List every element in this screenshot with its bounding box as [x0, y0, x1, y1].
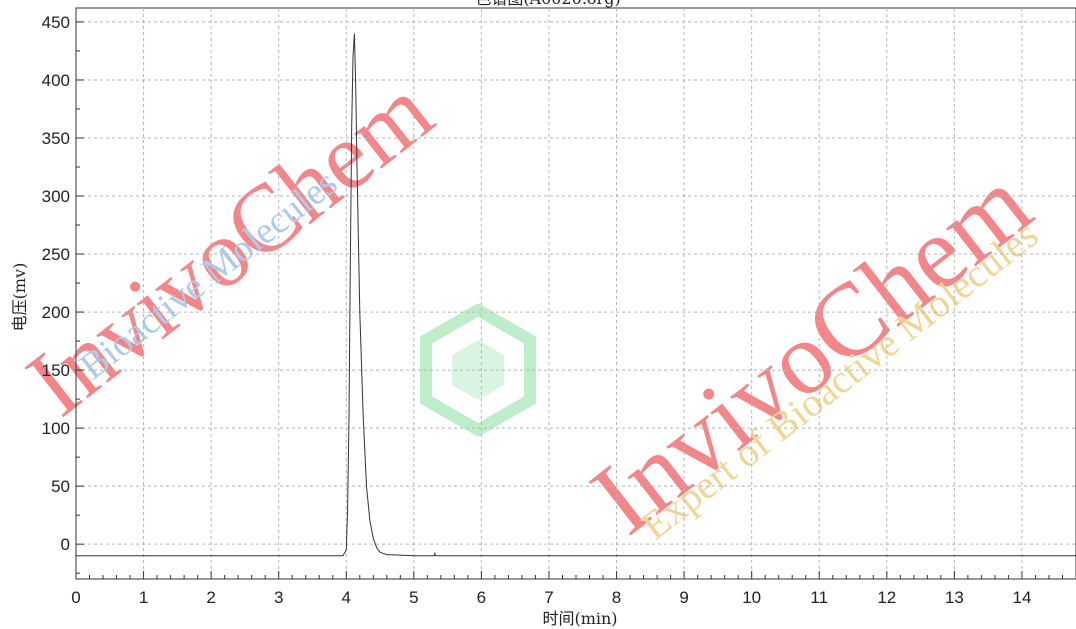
chart-title: 色谱图(A0020.org): [475, 0, 620, 8]
y-tick-label: 250: [42, 245, 70, 264]
x-tick-label: 12: [877, 588, 896, 607]
y-tick-label: 0: [61, 535, 70, 554]
x-tick-label: 14: [1012, 588, 1031, 607]
y-tick-label: 200: [42, 303, 70, 322]
x-tick-label: 2: [206, 588, 215, 607]
x-tick-label: 0: [71, 588, 80, 607]
x-tick-label: 3: [274, 588, 283, 607]
y-tick-label: 300: [42, 187, 70, 206]
x-tick-label: 1: [139, 588, 148, 607]
y-tick-label: 100: [42, 419, 70, 438]
x-tick-label: 6: [477, 588, 486, 607]
y-tick-label: 50: [51, 477, 70, 496]
x-axis-title: 时间(min): [542, 609, 617, 628]
x-tick-label: 5: [409, 588, 418, 607]
y-tick-label: 350: [42, 129, 70, 148]
watermark: InvivoChem Bioactive Molecules InvivoChe…: [7, 56, 1051, 556]
y-tick-label: 150: [42, 361, 70, 380]
y-axis-title: 电压(mv): [10, 263, 29, 332]
x-tick-label: 4: [342, 588, 351, 607]
x-tick-label: 8: [612, 588, 621, 607]
x-tick-label: 13: [945, 588, 964, 607]
x-tick-label: 7: [544, 588, 553, 607]
x-tick-label: 11: [810, 588, 828, 607]
x-tick-label: 10: [742, 588, 761, 607]
x-tick-label: 9: [679, 588, 688, 607]
watermark-brand-right: InvivoChem: [571, 145, 1052, 556]
y-tick-label: 400: [42, 71, 70, 90]
y-tick-label: 450: [42, 13, 70, 32]
